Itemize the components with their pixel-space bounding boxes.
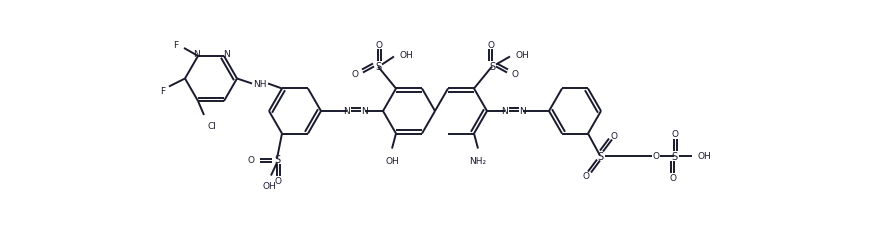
Text: O: O: [248, 155, 255, 164]
Text: OH: OH: [516, 51, 530, 60]
Text: Cl: Cl: [208, 121, 217, 131]
Text: NH₂: NH₂: [469, 156, 487, 165]
Text: OH: OH: [400, 51, 414, 60]
Text: N: N: [344, 107, 351, 116]
Text: O: O: [611, 131, 618, 140]
Text: N: N: [222, 50, 230, 59]
Text: O: O: [669, 173, 676, 182]
Text: O: O: [582, 171, 589, 180]
Text: N: N: [192, 50, 199, 59]
Text: N: N: [502, 107, 508, 116]
Text: OH: OH: [263, 181, 276, 190]
Text: S: S: [597, 151, 603, 161]
Text: O: O: [671, 129, 678, 138]
Text: O: O: [512, 70, 519, 79]
Text: S: S: [489, 62, 495, 72]
Text: S: S: [671, 151, 677, 161]
Text: O: O: [488, 41, 495, 50]
Text: O: O: [652, 151, 659, 160]
Text: NH: NH: [254, 80, 267, 89]
Text: O: O: [351, 70, 358, 79]
Text: OH: OH: [385, 156, 399, 165]
Text: S: S: [274, 154, 280, 164]
Text: F: F: [160, 87, 165, 95]
Text: O: O: [376, 41, 383, 50]
Text: S: S: [375, 62, 381, 72]
Text: N: N: [361, 107, 368, 116]
Text: O: O: [274, 176, 281, 185]
Text: F: F: [173, 41, 178, 50]
Text: OH: OH: [698, 151, 712, 160]
Text: N: N: [520, 107, 526, 116]
